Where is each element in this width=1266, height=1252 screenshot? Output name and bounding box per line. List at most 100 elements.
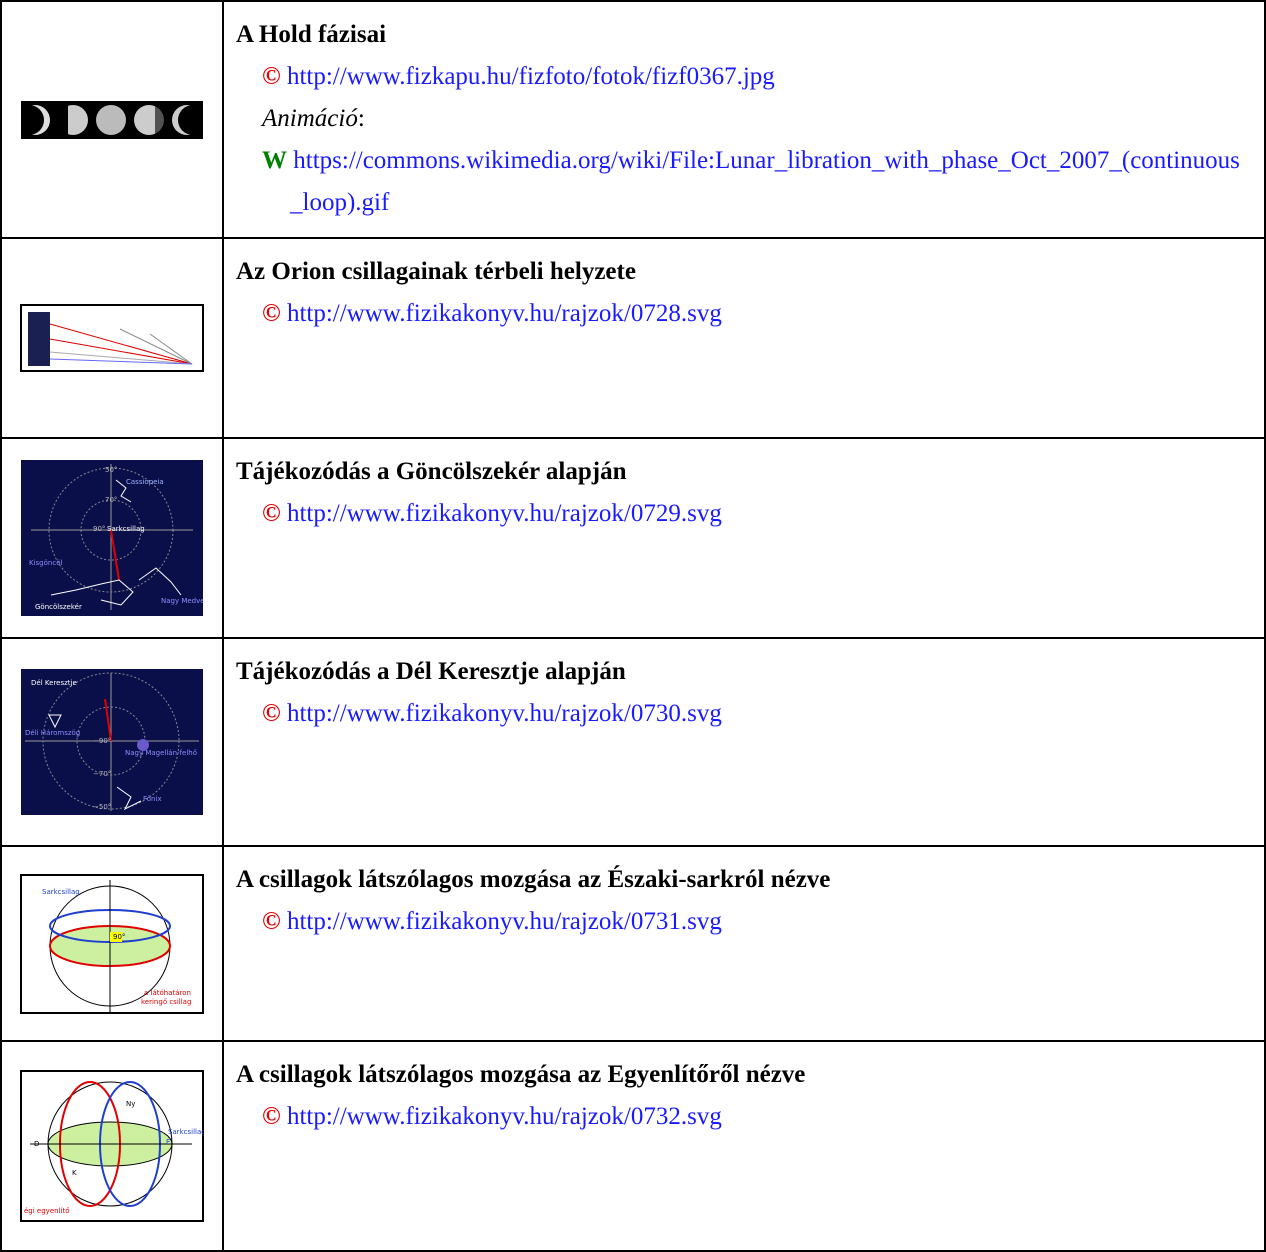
thumbnail-label: Ny bbox=[126, 1100, 135, 1108]
thumbnail-label: Göncölszekér bbox=[35, 603, 82, 611]
thumbnail-shape bbox=[28, 312, 50, 366]
source-symbol: © bbox=[262, 1103, 281, 1130]
thumbnail-shape bbox=[149, 333, 193, 365]
thumbnail-label: 90° bbox=[113, 933, 125, 941]
thumbnail-label: Dél Keresztje bbox=[31, 679, 77, 687]
thumbnail: Cassiopeia Sarkcsillag Kisgöncöl Göncölszek… bbox=[21, 460, 203, 616]
thumbnail-shape bbox=[104, 698, 112, 742]
thumbnail-label: Sarkcsillag bbox=[168, 1128, 204, 1136]
source-link[interactable]: http://www.fizkapu.hu/fizfoto/fotok/fizf… bbox=[286, 63, 775, 90]
table-row: Dél Keresztje Déli Háromszög Nagy Magellán… bbox=[0, 637, 1266, 847]
thumbnail-label: Sarkcsillag bbox=[42, 888, 80, 896]
text-cell: A Hold fázisai © http://www.fizkapu.hu/fi… bbox=[222, 0, 1266, 239]
source-line: © http://www.fizkapu.hu/fizfoto/fotok/fi… bbox=[236, 56, 1250, 98]
source-line: W https://commons.wikimedia.org/wiki/Fil… bbox=[236, 140, 1250, 224]
thumbnail bbox=[20, 304, 204, 372]
thumbnail-shape bbox=[116, 786, 142, 811]
table-row: Sarkcsillag 90° a látóhatáron keringő csill… bbox=[0, 845, 1266, 1042]
text-cell: Tájékozódás a Göncölszekér alapján © http… bbox=[222, 437, 1266, 639]
row-title: Az Orion csillagainak térbeli helyzete bbox=[236, 258, 636, 285]
thumbnail-shape bbox=[49, 351, 193, 365]
thumbnail-label: −90° bbox=[93, 737, 111, 745]
thumbnail-shape bbox=[21, 669, 203, 815]
source-link[interactable]: http://www.fizikakonyv.hu/rajzok/0728.sv… bbox=[286, 300, 722, 327]
thumbnail-shape bbox=[110, 529, 120, 581]
thumbnail-shape bbox=[21, 104, 44, 135]
thumbnail-shape bbox=[49, 338, 193, 365]
row-title: Tájékozódás a Göncölszekér alapján bbox=[236, 458, 627, 485]
thumbnail-shape bbox=[155, 102, 165, 137]
source-line: © http://www.fizikakonyv.hu/rajzok/0731.… bbox=[236, 901, 1250, 943]
thumbnail-cell bbox=[0, 237, 224, 439]
source-line: © http://www.fizikakonyv.hu/rajzok/0732.… bbox=[236, 1096, 1250, 1138]
thumbnail-cell: Dél Keresztje Déli Háromszög Nagy Magellán… bbox=[0, 637, 224, 847]
thumbnail-label: Déli Háromszög bbox=[25, 729, 80, 737]
thumbnail-cell: Sarkcsillag 90° a látóhatáron keringő csill… bbox=[0, 845, 224, 1042]
source-symbol: © bbox=[262, 700, 281, 727]
source-link[interactable]: https://commons.wikimedia.org/wiki/File:… bbox=[290, 147, 1240, 216]
source-link[interactable]: http://www.fizikakonyv.hu/rajzok/0731.sv… bbox=[286, 908, 722, 935]
thumbnail-label: keringő csillag bbox=[141, 997, 191, 1006]
source-symbol: © bbox=[262, 63, 281, 90]
thumbnail: Dél Keresztje Déli Háromszög Nagy Magellán… bbox=[21, 669, 203, 815]
thumbnail-label: Nagy Medve bbox=[161, 597, 203, 605]
thumbnail-label: Sarkcsillag bbox=[107, 525, 145, 533]
thumbnail-label: 50° bbox=[105, 466, 117, 474]
source-line: © http://www.fizikakonyv.hu/rajzok/0729.… bbox=[236, 493, 1250, 535]
table-row: A Hold fázisai © http://www.fizkapu.hu/fi… bbox=[0, 0, 1266, 239]
thumbnail-label: Kisgöncöl bbox=[29, 559, 62, 567]
thumbnail-shape bbox=[49, 358, 193, 365]
thumbnail-shape bbox=[137, 739, 149, 751]
thumbnail-label: −50° bbox=[93, 803, 111, 811]
source-symbol: © bbox=[262, 300, 281, 327]
thumbnail-cell bbox=[0, 0, 224, 239]
source-symbol: W bbox=[262, 147, 287, 174]
thumbnail-label: a látóhatáron bbox=[144, 989, 191, 997]
text-cell: A csillagok látszólagos mozgása az Egyen… bbox=[222, 1040, 1266, 1252]
text-cell: Tájékozódás a Dél Keresztje alapján © htt… bbox=[222, 637, 1266, 847]
thumbnail-label: 90° bbox=[93, 525, 105, 533]
table-row: Cassiopeia Sarkcsillag Kisgöncöl Göncölszek… bbox=[0, 437, 1266, 639]
thumbnail-label: K bbox=[72, 1169, 77, 1177]
source-line: © http://www.fizikakonyv.hu/rajzok/0728.… bbox=[236, 293, 1250, 335]
thumbnail-label: É bbox=[166, 1137, 170, 1146]
thumbnail-shape bbox=[115, 479, 132, 503]
text-cell: A csillagok látszólagos mozgása az Észak… bbox=[222, 845, 1266, 1042]
thumbnail-shape bbox=[50, 579, 134, 606]
note-line: Animáció: bbox=[236, 98, 1250, 140]
text-cell: Az Orion csillagainak térbeli helyzete © … bbox=[222, 237, 1266, 439]
table-row: Az Orion csillagainak térbeli helyzete © … bbox=[0, 237, 1266, 439]
note: Animáció bbox=[262, 105, 358, 132]
thumbnail-shape bbox=[178, 104, 203, 135]
thumbnail-shape bbox=[20, 304, 204, 372]
row-title: A csillagok látszólagos mozgása az Egyen… bbox=[236, 1061, 806, 1088]
source-link[interactable]: http://www.fizikakonyv.hu/rajzok/0729.sv… bbox=[286, 500, 722, 527]
source-symbol: © bbox=[262, 500, 281, 527]
thumbnail-shape bbox=[58, 102, 68, 137]
thumbnail-shape bbox=[138, 567, 182, 596]
thumbnail-shape bbox=[119, 328, 193, 365]
thumbnail-label: égi egyenlítő bbox=[24, 1206, 69, 1215]
thumbnail-shape bbox=[96, 104, 126, 135]
thumbnail-label: 70° bbox=[105, 496, 117, 504]
row-title: A csillagok látszólagos mozgása az Észak… bbox=[236, 866, 831, 893]
thumbnail-label: −70° bbox=[93, 770, 111, 778]
row-title: Tájékozódás a Dél Keresztje alapján bbox=[236, 658, 626, 685]
source-symbol: © bbox=[262, 908, 281, 935]
thumbnail-shape bbox=[48, 714, 62, 729]
source-link[interactable]: http://www.fizikakonyv.hu/rajzok/0732.sv… bbox=[286, 1103, 722, 1130]
note-suffix: : bbox=[357, 105, 365, 132]
thumbnail-label: Főnix bbox=[143, 794, 162, 803]
thumbnail-shape bbox=[49, 323, 193, 365]
source-line: © http://www.fizikakonyv.hu/rajzok/0730.… bbox=[236, 693, 1250, 735]
thumbnail-cell: Cassiopeia Sarkcsillag Kisgöncöl Göncölszek… bbox=[0, 437, 224, 639]
thumbnail-label: Cassiopeia bbox=[126, 478, 164, 486]
source-link[interactable]: http://www.fizikakonyv.hu/rajzok/0730.sv… bbox=[286, 700, 722, 727]
